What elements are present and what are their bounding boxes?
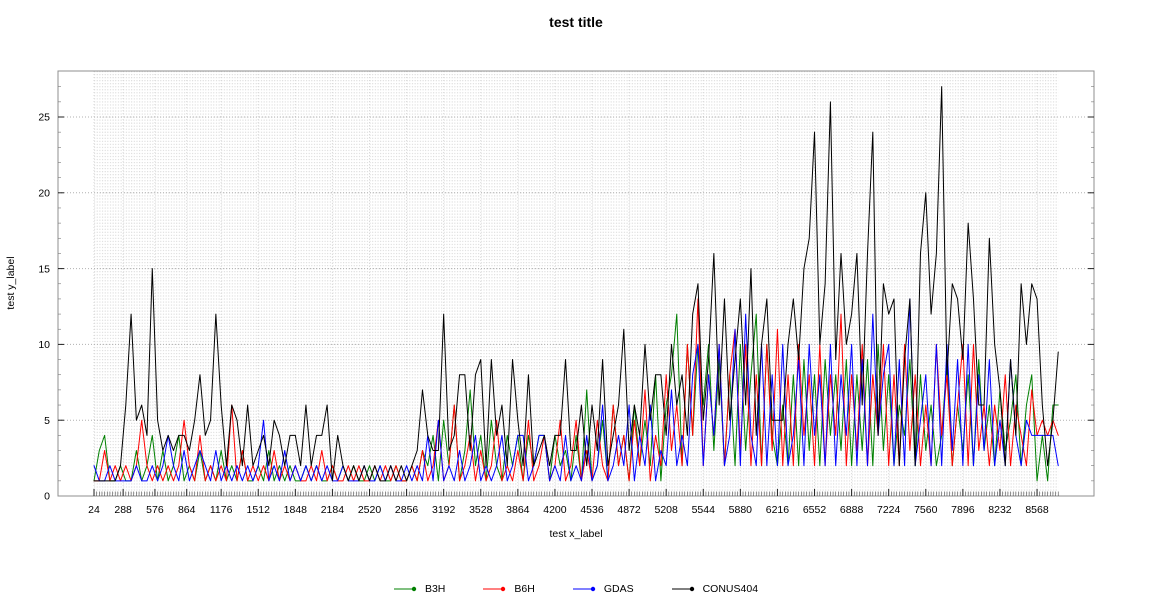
y-tick-label: 25 [38,112,50,124]
x-tick-label: 6888 [840,504,864,516]
legend-line-marker-icon [393,586,417,592]
legend-line-marker-icon [671,586,694,592]
x-tick-label: 1176 [210,504,233,516]
x-tick-label: 24 [88,504,100,516]
y-tick-label: 15 [38,263,50,275]
legend-item-b3h: B3H [393,583,446,595]
y-tick-label: 10 [38,339,50,351]
x-tick-label: 8568 [1025,504,1049,516]
y-tick-label: 20 [38,188,50,200]
legend: B3H B6H GDAS CONUS404 [0,583,1152,595]
x-tick-label: 2184 [321,504,345,516]
x-tick-label: 1848 [284,504,308,516]
chart-title: test title [549,14,603,30]
x-axis-label: test x_label [549,528,603,540]
legend-item-b6h: B6H [483,583,535,595]
legend-line-marker-icon [572,586,596,592]
x-tick-label: 3528 [469,504,493,516]
x-tick-label: 6552 [803,504,827,516]
x-tick-label: 4872 [617,504,641,516]
legend-label: B3H [424,583,446,595]
legend-line-marker-icon [483,586,506,592]
x-tick-label: 5208 [654,504,678,516]
x-tick-label: 1512 [247,504,271,516]
x-tick-label: 2520 [358,504,382,516]
series-line-CONUS404 [93,86,1059,482]
x-tick-label: 5880 [729,504,753,516]
legend-label: CONUS404 [702,583,759,595]
x-tick-label: 864 [178,504,196,516]
legend-label: B6H [514,583,535,595]
x-tick-label: 8232 [988,504,1012,516]
x-tick-label: 4536 [580,504,604,516]
x-tick-label: 7224 [877,504,901,516]
x-tick-label: 3864 [506,504,530,516]
x-tick-label: 3192 [432,504,456,516]
y-tick-label: 5 [44,415,50,427]
x-tick-label: 6216 [766,504,790,516]
x-tick-label: 4200 [543,504,567,516]
series-line-B6H [93,298,1059,482]
x-tick-label: 288 [114,504,132,516]
x-tick-label: 7896 [951,504,975,516]
legend-label: GDAS [603,583,634,595]
x-tick-label: 2856 [395,504,419,516]
legend-item-conus404: CONUS404 [671,583,759,595]
y-tick-label: 0 [44,491,50,503]
x-tick-label: 576 [146,504,164,516]
legend-item-gdas: GDAS [572,583,634,595]
x-tick-label: 7560 [914,504,938,516]
x-tick-label: 5544 [692,504,716,516]
